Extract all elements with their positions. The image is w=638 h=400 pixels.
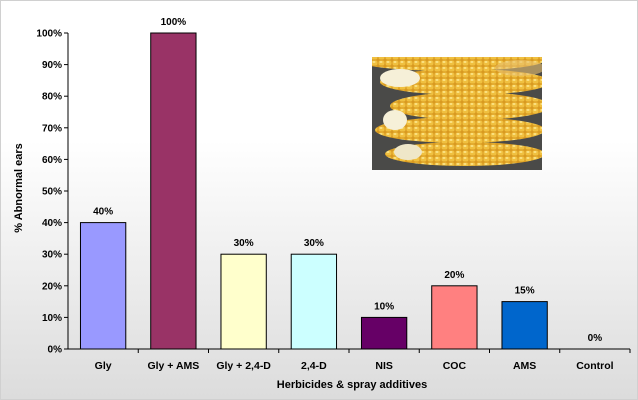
x-tick-label: Control [576,360,613,372]
data-label: 20% [444,270,464,281]
y-tick-label: 10% [42,313,62,324]
data-label: 15% [515,286,535,297]
y-tick-label: 100% [36,29,62,40]
y-tick-label: 40% [42,218,62,229]
corn-ears-photo [372,57,542,170]
data-label: 100% [161,17,187,28]
x-tick-label: NIS [375,360,393,372]
bar [150,32,197,350]
x-tick-label: COC [443,360,467,372]
x-axis-ticks: Gly Gly + AMS Gly + 2,4-D 2,4-D NIS COC AMS Con… [95,349,631,372]
data-label: 30% [234,238,254,249]
bar [360,316,408,350]
y-tick-label: 30% [42,250,62,261]
y-tick-label: 50% [42,187,62,198]
data-label: 0% [588,333,603,344]
x-tick-label: 2,4-D [301,360,327,372]
x-axis-title: Herbicides & spray additives [277,379,427,391]
bar [79,222,127,350]
bar [290,253,338,350]
bar [431,285,478,350]
y-tick-label: 20% [42,281,62,292]
y-axis-title: % Abnormal ears [13,143,25,232]
y-tick-label: 70% [42,123,62,134]
y-tick-label: 0% [48,345,63,356]
y-axis-ticks: 0% 10% 20% 30% 40% 50% 60% 70% 80% 90% 100% [36,29,68,356]
data-label: 30% [304,238,324,249]
y-tick-label: 60% [42,155,62,166]
bar-series [79,32,548,350]
y-tick-label: 80% [42,92,62,103]
y-tick-label: 90% [42,60,62,71]
data-labels: 40% 100% 30% 30% 10% 20% 15% 0% [93,17,602,344]
bar [501,301,548,350]
data-label: 40% [93,207,113,218]
x-tick-label: AMS [513,360,536,372]
x-tick-label: Gly + 2,4-D [216,360,271,372]
data-label: 10% [374,301,394,312]
x-tick-label: Gly [95,360,112,372]
x-tick-label: Gly + AMS [147,360,199,372]
bar [220,253,267,350]
